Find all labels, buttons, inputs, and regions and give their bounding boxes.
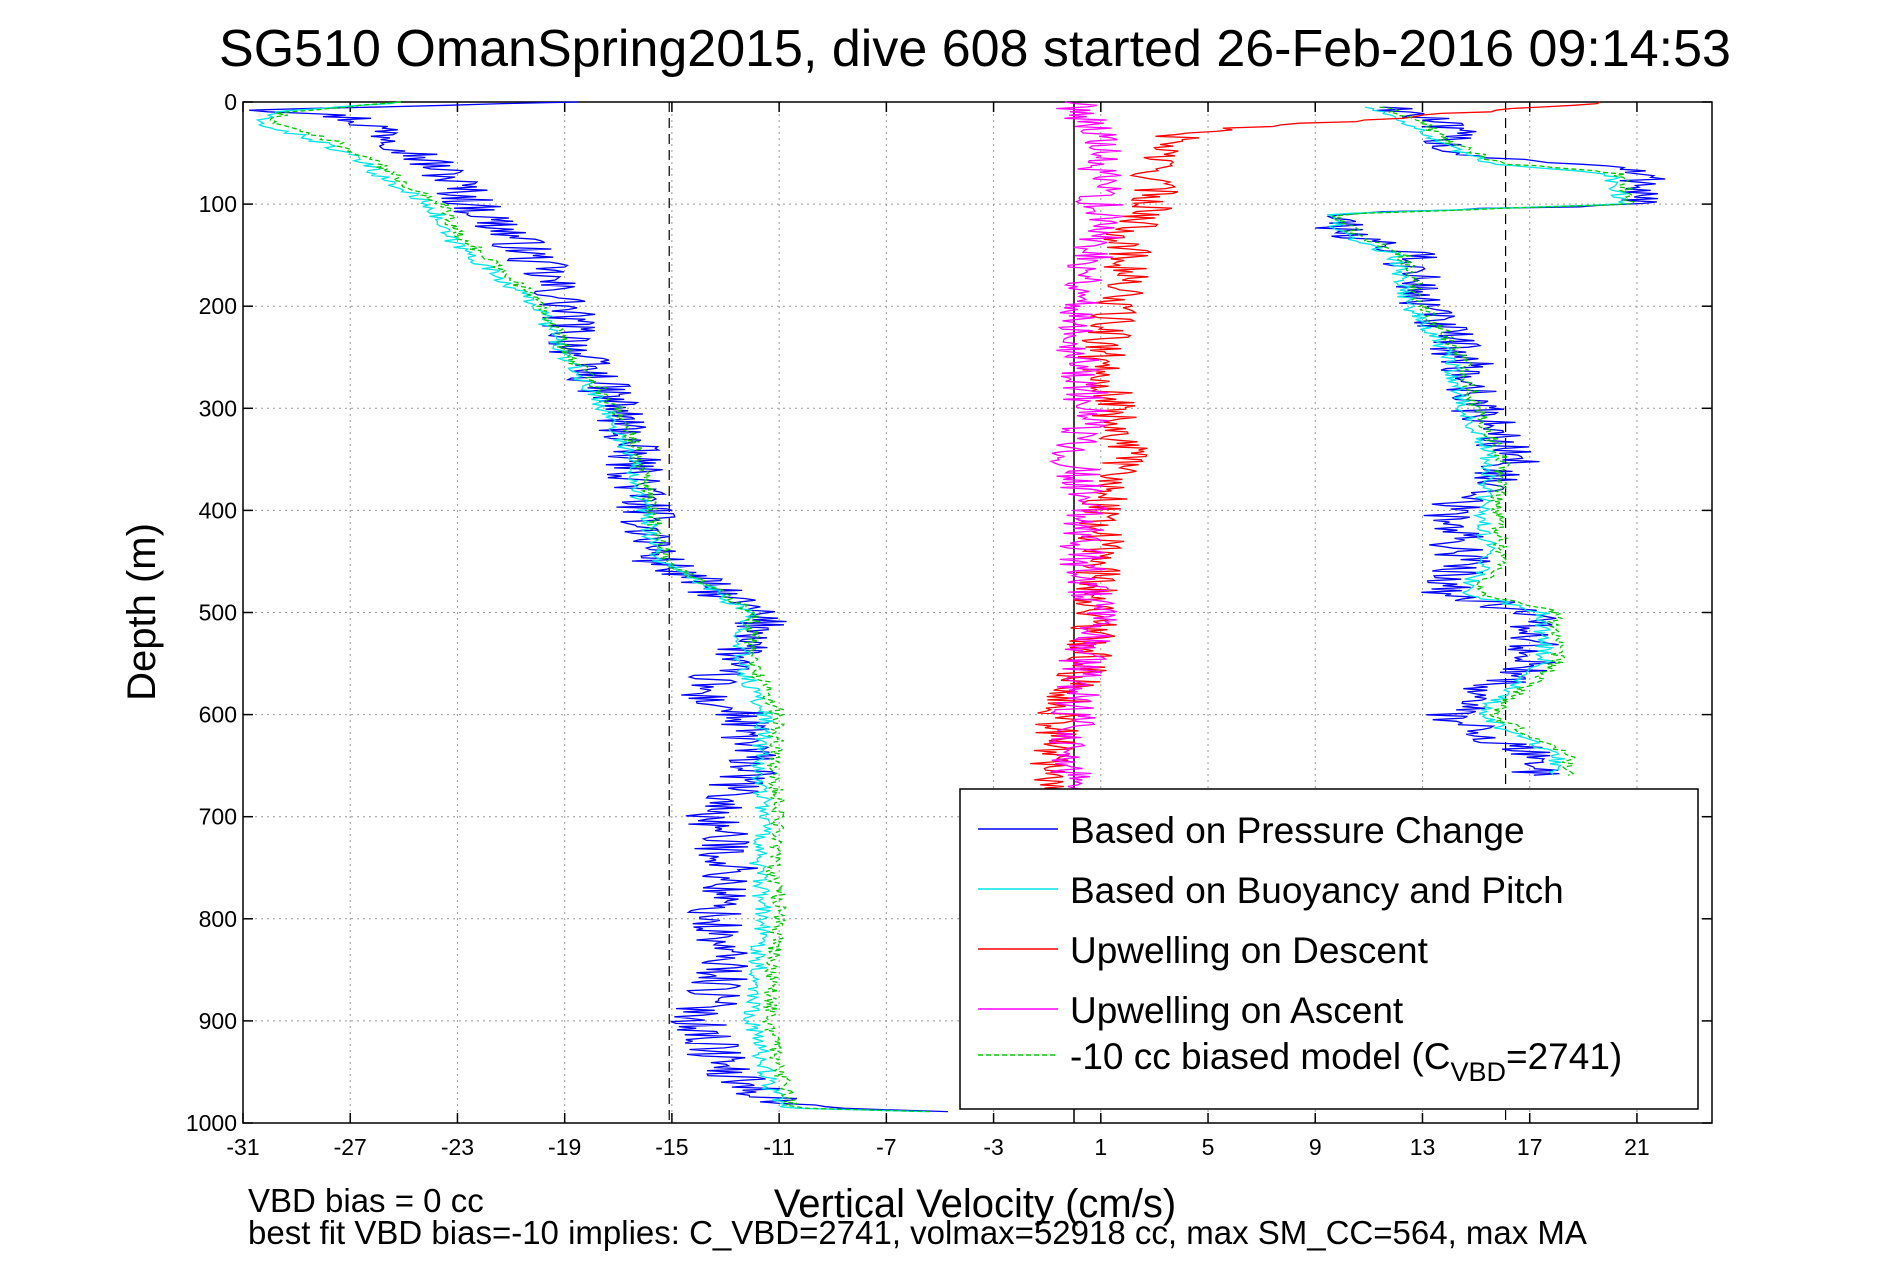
legend-label: -10 cc biased model (CVBD=2741) [1070, 1036, 1622, 1087]
x-axis-ticks: -31 -27 -23 -19 -15 -11 -7 -3 1 5 9 13 17 21 [226, 102, 1650, 1160]
legend-box [959, 788, 1699, 1110]
legend-label: Based on Buoyancy and Pitch [1070, 870, 1564, 911]
x-tick-label: -7 [876, 1134, 896, 1160]
y-tick-label: 0 [224, 89, 237, 115]
y-tick-label: 400 [199, 497, 237, 523]
y-tick-label: 100 [199, 191, 237, 217]
legend-label: Based on Pressure Change [1070, 810, 1525, 851]
x-tick-label: -15 [655, 1134, 688, 1160]
x-tick-label: 21 [1624, 1134, 1650, 1160]
x-tick-label: -23 [441, 1134, 474, 1160]
x-tick-label: 13 [1410, 1134, 1436, 1160]
legend-label: Upwelling on Ascent [1070, 990, 1404, 1031]
series-line-10-cc-biased-model-c-vbd-2741 [269, 101, 930, 1113]
x-axis-label: Vertical Velocity (cm/s) [774, 1182, 1176, 1226]
x-tick-label: -27 [334, 1134, 367, 1160]
y-tick-label: 900 [199, 1008, 237, 1034]
series-line-10-cc-biased-model-c-vbd-2741 [1331, 106, 1635, 776]
x-tick-label: 5 [1202, 1134, 1215, 1160]
y-tick-label: 600 [199, 702, 237, 728]
y-tick-label: 200 [199, 293, 237, 319]
legend: Based on Pressure Change Based on Buoyanc… [959, 788, 1699, 1110]
chart-title: SG510 OmanSpring2015, dive 608 started 2… [219, 20, 1731, 78]
legend-label: Upwelling on Descent [1070, 930, 1429, 971]
x-tick-label: 9 [1309, 1134, 1322, 1160]
y-tick-label: 800 [199, 906, 237, 932]
y-tick-label: 300 [199, 395, 237, 421]
series-line-based-on-pressure-change [249, 101, 948, 1113]
series-line-based-on-buoyancy-and-pitch [255, 101, 925, 1113]
y-axis-label: Depth (m) [120, 523, 164, 701]
x-tick-label: -31 [226, 1134, 259, 1160]
series-line-upwelling-on-descent [1030, 101, 1601, 796]
x-tick-label: -19 [548, 1134, 581, 1160]
y-tick-label: 700 [199, 804, 237, 830]
footnote-vbd-bias: VBD bias = 0 cc [248, 1182, 484, 1219]
series-line-based-on-pressure-change [1315, 106, 1666, 776]
x-tick-label: 17 [1517, 1134, 1543, 1160]
x-tick-label: -3 [983, 1134, 1003, 1160]
x-tick-label: 1 [1094, 1134, 1107, 1160]
y-tick-label: 500 [199, 600, 237, 626]
series-line-upwelling-on-ascent [1049, 101, 1124, 796]
y-tick-label: 1000 [186, 1110, 237, 1136]
y-axis-ticks: 0 100 200 300 400 500 600 700 800 900 1000 [186, 89, 1712, 1136]
footnote-best-fit: best fit VBD bias=-10 implies: C_VBD=274… [248, 1214, 1587, 1251]
series-group [249, 101, 1666, 1113]
series-line-based-on-buoyancy-and-pitch [1326, 106, 1628, 776]
x-tick-label: -11 [763, 1134, 795, 1160]
